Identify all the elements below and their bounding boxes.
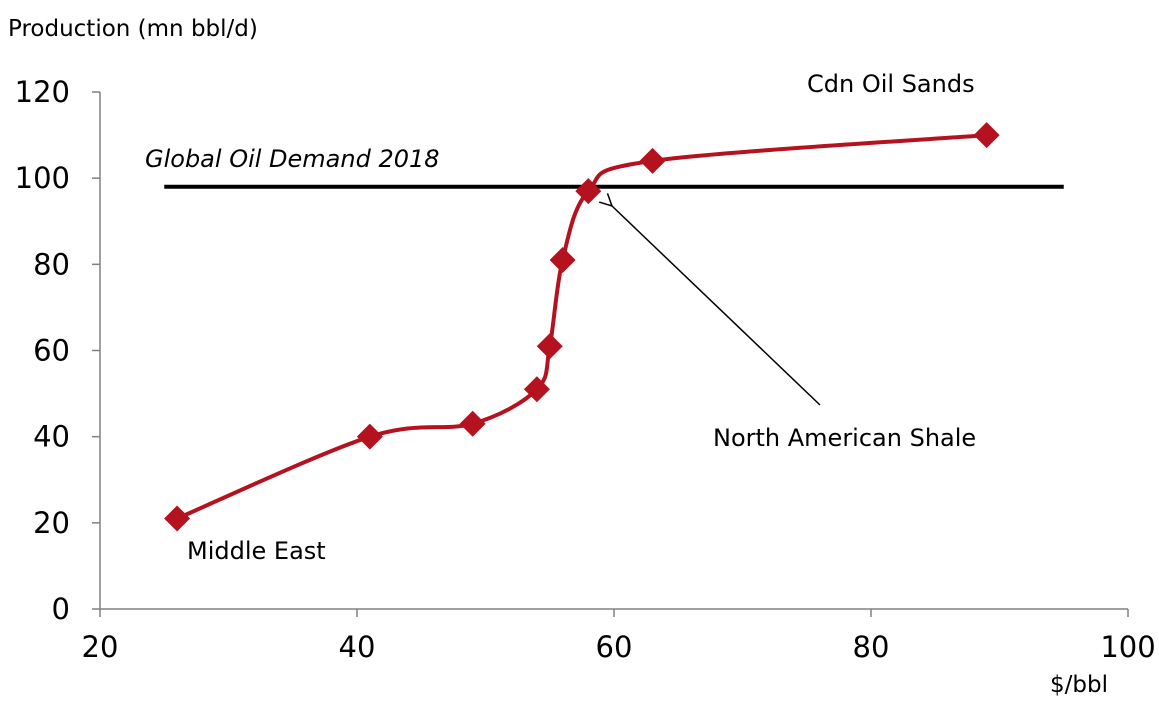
x-tick-label-80: 80 (853, 630, 890, 664)
y-tick-label-20: 20 (33, 506, 70, 540)
data-point-4 (536, 333, 563, 360)
data-point-8 (973, 122, 1000, 149)
x-tick-label-100: 100 (1100, 630, 1155, 664)
x-tick-label-20: 20 (82, 630, 119, 664)
data-point-5 (549, 247, 576, 274)
x-tick-label-60: 60 (596, 630, 633, 664)
data-point-7 (639, 147, 666, 174)
y-axis-title: Production (mn bbl/d) (8, 16, 258, 42)
data-point-0 (164, 505, 191, 532)
y-tick-label-100: 100 (15, 161, 70, 195)
x-axis-title: $/bbl (1050, 672, 1108, 698)
demand-line-label: Global Oil Demand 2018 (145, 145, 440, 173)
data-point-1 (356, 423, 383, 450)
data-point-3 (523, 376, 550, 403)
annotation-north-american-shale: North American Shale (713, 424, 976, 452)
data-point-6 (575, 178, 602, 205)
y-tick-label-120: 120 (15, 75, 70, 109)
x-tick-label-40: 40 (339, 630, 376, 664)
shale-arrow (612, 206, 821, 406)
annotation-middle-east: Middle East (187, 537, 326, 565)
data-point-2 (459, 410, 486, 437)
y-tick-label-60: 60 (33, 334, 70, 368)
y-tick-label-80: 80 (33, 247, 70, 281)
y-tick-label-0: 0 (52, 592, 70, 626)
annotation-cdn-oil-sands: Cdn Oil Sands (807, 70, 975, 98)
y-tick-label-40: 40 (33, 420, 70, 454)
